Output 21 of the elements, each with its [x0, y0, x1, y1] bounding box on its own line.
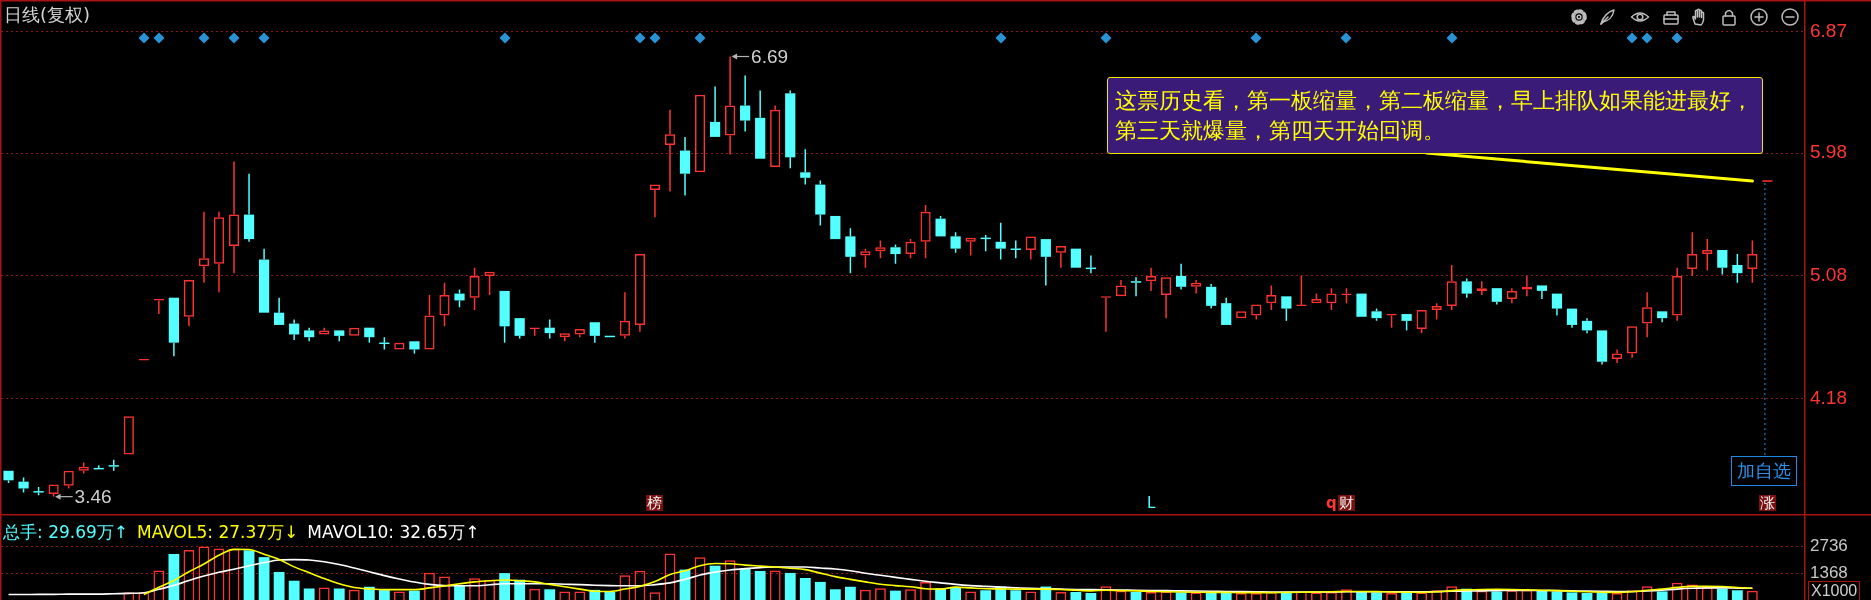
annotation: 这票历史看，第一板缩量，第二板缩量，早上排队如果能进最好，第三天就爆量，第四天开始回调。	[1107, 77, 1764, 154]
annotation: 加自选	[1737, 460, 1792, 481]
annotation: 3.46	[74, 485, 112, 507]
annotation: 财	[1337, 494, 1355, 512]
y-tick-label: 4.18	[1810, 386, 1847, 408]
y-tick-label: 5.98	[1810, 141, 1847, 163]
button: 加自选	[1731, 456, 1798, 486]
y-axis-title: X1000	[1808, 581, 1861, 600]
y-tick-label: 1368	[1810, 563, 1848, 583]
series-label: MAVOL5: 27.37万↓	[137, 522, 299, 542]
y-tick-label: 2736	[1810, 536, 1848, 556]
annotation: L	[1147, 494, 1156, 512]
annotation: 6.69	[751, 45, 789, 67]
series-label: MAVOL10: 32.65万↑	[307, 522, 480, 542]
y-tick-label: 5.08	[1810, 264, 1847, 286]
annotation: q	[1325, 494, 1337, 512]
y-tick-label: 6.87	[1810, 20, 1847, 42]
annotation: 涨	[1758, 494, 1776, 512]
annotation: 榜	[646, 494, 664, 512]
text: 总手: 29.69万↑	[3, 522, 129, 542]
chart-title: 日线(复权)	[4, 4, 91, 25]
